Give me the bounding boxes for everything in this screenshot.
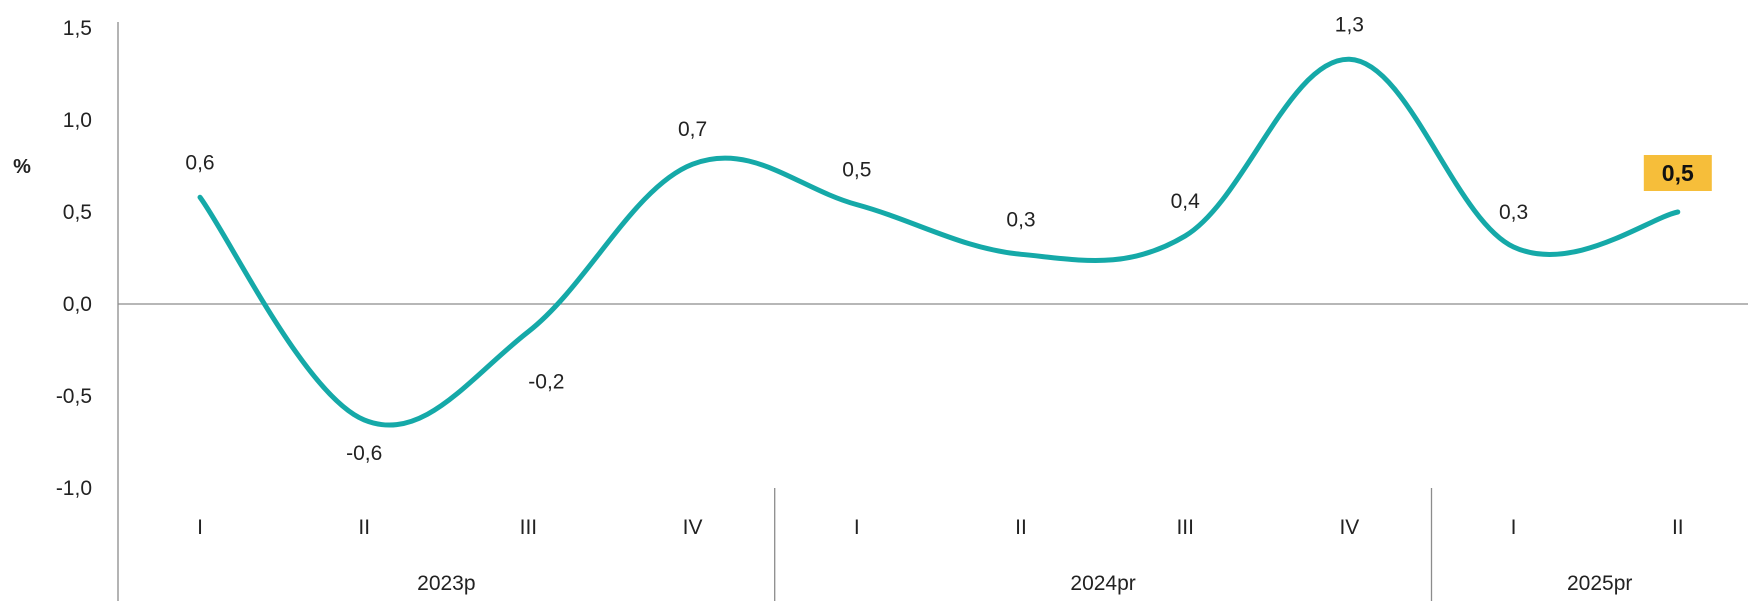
y-axis-label: % <box>13 156 31 178</box>
x-year-label: 2023p <box>417 572 475 595</box>
y-tick-label: -0,5 <box>56 385 92 408</box>
highlight-badge <box>1643 155 1712 191</box>
x-quarter-label: IV <box>683 516 703 539</box>
y-axis-ticks: 1,5 1,0 0,5 0,0 -0,5 -1,0 <box>56 17 92 500</box>
series-line <box>197 56 1681 428</box>
x-quarter-label: I <box>854 516 860 539</box>
data-label: -0,6 <box>346 442 382 465</box>
data-label: 1,3 <box>1335 13 1364 36</box>
y-tick-label: 0,0 <box>63 293 92 316</box>
y-tick-label: 1,0 <box>63 109 92 132</box>
chart-axes <box>117 22 1748 601</box>
data-label: -0,2 <box>528 371 564 394</box>
x-axis-quarter-labels: I II III IV I II III IV I II <box>197 516 1684 539</box>
data-label: 0,3 <box>1499 201 1528 224</box>
x-quarter-label: III <box>1176 516 1194 539</box>
x-quarter-label: IV <box>1339 516 1359 539</box>
x-quarter-label: I <box>197 516 203 539</box>
highlight-value-label: 0,5 <box>1662 160 1694 186</box>
y-tick-label: 0,5 <box>63 201 92 224</box>
data-label: 0,4 <box>1171 190 1201 213</box>
x-quarter-label: II <box>1672 516 1684 539</box>
x-quarter-label: I <box>1511 516 1517 539</box>
x-quarter-label: II <box>1015 516 1027 539</box>
data-label: 0,3 <box>1006 208 1035 231</box>
x-axis-year-labels: 2023p 2024pr 2025pr <box>417 572 1632 595</box>
x-year-label: 2025pr <box>1567 572 1632 595</box>
x-quarter-label: III <box>520 516 538 539</box>
data-label: 0,5 <box>842 159 871 182</box>
y-tick-label: 1,5 <box>63 17 92 40</box>
data-label: 0,7 <box>678 118 707 141</box>
data-label: 0,6 <box>185 151 214 174</box>
x-quarter-label: II <box>358 516 370 539</box>
data-labels: 0,6 -0,6 -0,2 0,7 0,5 0,3 0,4 1,3 0,3 0,5 <box>185 13 1712 465</box>
x-year-label: 2024pr <box>1070 572 1135 595</box>
y-tick-label: -1,0 <box>56 477 92 500</box>
